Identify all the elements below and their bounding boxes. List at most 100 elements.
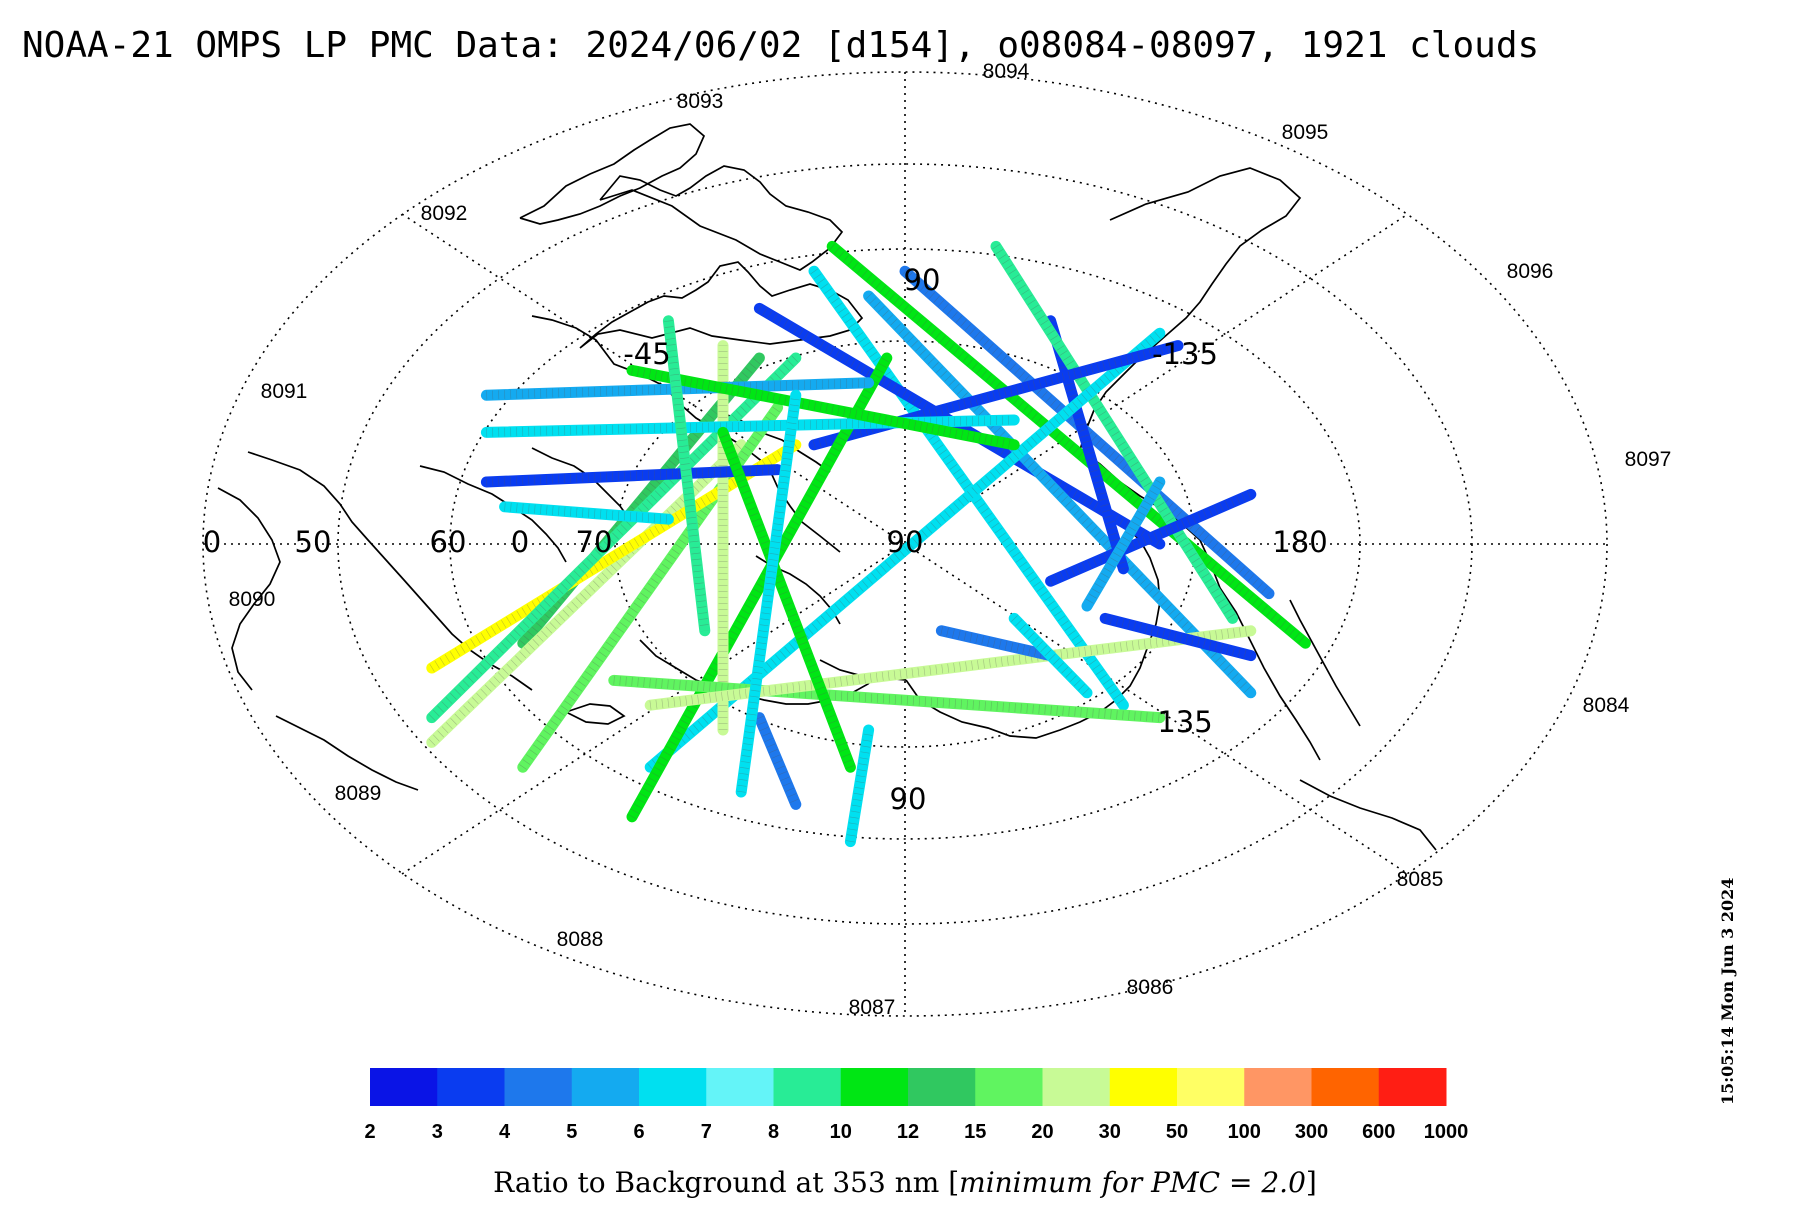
timestamp: 15:05:14 Mon Jun 3 2024 <box>1718 878 1737 1105</box>
pmc-track-dots-20 <box>631 365 1016 450</box>
orbit-label-8084: 8084 <box>1583 694 1630 717</box>
coast-iceland <box>565 703 626 725</box>
coastlines <box>217 123 1437 851</box>
colorbar-tick-100: 100 <box>1228 1121 1261 1143</box>
coast-scandinavia-north <box>1289 599 1361 727</box>
colorbar-swatch-8 <box>840 1068 909 1106</box>
pmc-track-5 <box>863 290 1257 699</box>
pmc-track-13 <box>426 439 802 674</box>
colorbar-swatch-10 <box>975 1068 1043 1106</box>
pmc-track-18 <box>480 464 784 488</box>
pmc-track-dots-29 <box>1048 490 1253 586</box>
pmc-track-31 <box>662 315 711 637</box>
pmc-track-dots-24 <box>613 675 1161 723</box>
colorbar-swatch-16 <box>1378 1068 1447 1106</box>
colorbar-swatch-4 <box>571 1068 640 1106</box>
colorbar-swatch-13 <box>1177 1068 1245 1106</box>
pmc-track-30 <box>1081 476 1166 612</box>
coast-great-lakes <box>275 715 419 791</box>
pmc-track-dots-1 <box>810 268 1128 708</box>
pmc-track-1 <box>808 265 1129 711</box>
coast-europe <box>1299 779 1437 851</box>
pmc-track-dots-18 <box>486 465 778 487</box>
colorbar-tick-1000: 1000 <box>1424 1121 1469 1143</box>
colorbar-swatch-12 <box>1109 1068 1178 1106</box>
pmc-track-20 <box>626 364 1020 451</box>
coast-labrador <box>247 451 533 691</box>
pmc-track-27 <box>935 625 1057 662</box>
orbit-labels: 8084 8085 8086 8087 8088 8089 8090 8091 8092 8093… <box>229 60 1672 1019</box>
colorbar-swatch-7 <box>773 1068 842 1106</box>
colorbar-tick-5: 5 <box>566 1121 577 1143</box>
pmc-track-25 <box>644 625 1257 711</box>
chart-title: NOAA-21 OMPS LP PMC Data: 2024/06/02 [d1… <box>22 25 1539 66</box>
colorbar-tick-600: 600 <box>1362 1121 1395 1143</box>
pmc-track-26 <box>1099 612 1257 662</box>
colorbar-tick-15: 15 <box>964 1121 986 1143</box>
colorbar-tick-6: 6 <box>633 1121 644 1143</box>
colorbar-tick-3: 3 <box>432 1121 443 1143</box>
meridian-135 <box>401 213 1409 875</box>
pmc-track-23 <box>844 724 875 848</box>
pmc-track-33 <box>735 389 802 798</box>
grid-labels: 0 50 60 0 70 90 90 -45 -135 180 135 90 <box>203 263 1328 816</box>
coast-alaska <box>599 165 844 271</box>
orbit-label-8097: 8097 <box>1625 448 1672 471</box>
colorbar-tick-12: 12 <box>897 1121 919 1143</box>
latitude-label-6: 90 <box>887 525 924 559</box>
pmc-track-21 <box>499 501 674 525</box>
colorbar-title: Ratio to Background at 353 nm [minimum f… <box>493 1166 1317 1199</box>
pmc-track-28 <box>1008 612 1093 699</box>
coast-siberia-east <box>1079 167 1302 451</box>
longitude-label-4: 180 <box>1272 525 1327 559</box>
colorbar-tick-20: 20 <box>1031 1121 1053 1143</box>
colorbar-swatch-6 <box>706 1068 774 1106</box>
longitude-label-2: -45 <box>623 337 670 371</box>
colorbar-swatch-1 <box>370 1068 438 1106</box>
pmc-track-15 <box>626 352 893 823</box>
colorbar-swatch-11 <box>1042 1068 1111 1106</box>
orbit-label-8092: 8092 <box>421 202 468 225</box>
orbit-label-8089: 8089 <box>335 782 382 805</box>
pmc-tracks <box>426 240 1311 848</box>
colorbar-tick-8: 8 <box>768 1121 779 1143</box>
orbit-label-8085: 8085 <box>1397 868 1444 891</box>
longitude-label-1: 90 <box>904 263 941 297</box>
pmc-track-24 <box>608 674 1166 724</box>
colorbar-swatch-14 <box>1244 1068 1312 1106</box>
longitude-label-3: -135 <box>1152 337 1218 371</box>
pmc-track-6 <box>1045 315 1129 575</box>
latitude-label-2: 50 <box>295 525 332 559</box>
pmc-track-32 <box>717 426 856 773</box>
coast-hudson <box>217 487 281 691</box>
colorbar-swatch-9 <box>908 1068 976 1106</box>
colorbar-tick-2: 2 <box>364 1121 375 1143</box>
latitude-label-4: 0 <box>511 525 529 559</box>
orbit-label-8096: 8096 <box>1507 260 1554 283</box>
pmc-track-dots-31 <box>663 320 710 632</box>
pmc-track-29 <box>1045 488 1257 587</box>
colorbar-tick-50: 50 <box>1166 1121 1188 1143</box>
pmc-track-7 <box>990 240 1239 624</box>
colorbar-tick-10: 10 <box>830 1121 852 1143</box>
orbit-label-8094: 8094 <box>983 60 1030 83</box>
orbit-label-8086: 8086 <box>1127 976 1174 999</box>
latitude-label-5: 70 <box>576 525 613 559</box>
colorbar: 2 3 4 5 6 7 8 10 12 15 20 30 50 100 300 600 1000 <box>364 1068 1468 1143</box>
latitude-circle-50 <box>202 71 1608 1017</box>
orbit-label-8087: 8087 <box>849 996 896 1019</box>
pmc-track-17 <box>480 414 1020 438</box>
longitude-label-6: 90 <box>890 782 927 816</box>
colorbar-tick-7: 7 <box>701 1121 712 1143</box>
colorbar-swatch-15 <box>1311 1068 1380 1106</box>
orbit-label-8091: 8091 <box>261 380 308 403</box>
pmc-track-dots-22 <box>755 715 800 807</box>
colorbar-tick-30: 30 <box>1099 1121 1121 1143</box>
latitude-label-3: 60 <box>430 525 467 559</box>
pmc-track-dots-25 <box>649 626 1252 710</box>
pmc-track-22 <box>753 712 802 810</box>
coast-bering <box>519 123 706 225</box>
longitude-label-5: 135 <box>1157 705 1212 739</box>
orbit-label-8093: 8093 <box>677 90 724 113</box>
